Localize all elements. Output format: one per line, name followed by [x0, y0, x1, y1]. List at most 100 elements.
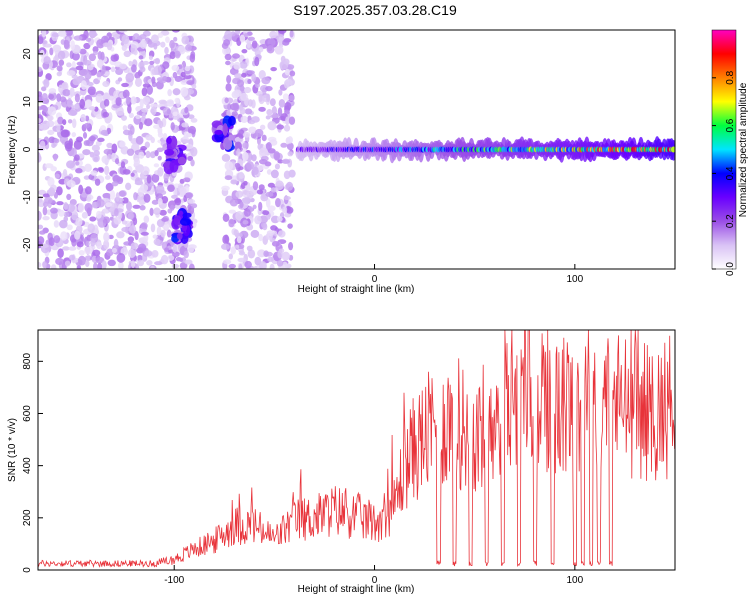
noise-blob — [246, 70, 255, 75]
noise-blob — [243, 180, 248, 186]
noise-blob — [248, 99, 253, 107]
noise-blob — [247, 78, 252, 84]
noise-blob — [267, 256, 275, 262]
noise-blob — [283, 196, 291, 201]
noise-blob — [154, 57, 161, 65]
noise-blob — [84, 202, 93, 213]
noise-blob — [266, 169, 272, 175]
noise-blob — [277, 249, 283, 259]
y-tick-label-bottom: 0 — [22, 567, 33, 573]
noise-blob — [126, 148, 135, 156]
noise-blob — [83, 175, 90, 180]
noise-blob — [190, 146, 198, 157]
noise-blob — [241, 72, 247, 78]
noise-blob — [171, 64, 180, 72]
noise-blob — [252, 166, 259, 175]
noise-blob — [139, 39, 147, 50]
noise-blob — [222, 259, 232, 265]
noise-blob — [97, 51, 103, 60]
noise-blob — [104, 175, 111, 180]
noise-blob — [121, 44, 128, 51]
noise-blob — [115, 192, 120, 202]
noise-blob — [141, 108, 149, 113]
noise-blob — [108, 234, 114, 240]
noise-blob — [278, 89, 283, 96]
noise-blob — [119, 140, 126, 148]
noise-blob — [133, 217, 138, 226]
noise-blob — [134, 77, 143, 88]
noise-blob — [285, 206, 294, 214]
burst-blob — [170, 136, 178, 149]
noise-blob — [278, 99, 286, 108]
noise-blob — [153, 238, 161, 246]
noise-blob — [47, 106, 57, 116]
noise-blob — [142, 83, 151, 88]
noise-blob — [83, 122, 90, 129]
noise-blob — [222, 213, 230, 222]
noise-blob — [105, 182, 114, 192]
burst-blob — [177, 156, 187, 165]
noise-blob — [102, 208, 109, 214]
noise-blob — [265, 198, 271, 208]
noise-blob — [149, 60, 155, 65]
noise-blob — [233, 102, 240, 112]
noise-blob — [287, 223, 293, 229]
noise-blob — [247, 249, 256, 259]
noise-blob — [83, 42, 91, 50]
noise-blob — [164, 247, 170, 252]
burst-blob — [169, 159, 179, 173]
noise-blob — [267, 121, 277, 131]
x-tick-label-bottom: 100 — [566, 575, 583, 586]
noise-blob — [106, 153, 112, 160]
noise-blob — [185, 192, 194, 199]
noise-blob — [223, 39, 231, 47]
noise-blob — [258, 201, 263, 212]
noise-blob — [150, 223, 156, 233]
noise-blob — [277, 107, 283, 117]
noise-blob — [261, 134, 267, 142]
noise-blob — [224, 97, 229, 104]
noise-blob — [265, 115, 271, 120]
noise-blob — [254, 56, 260, 67]
noise-blob — [82, 59, 92, 66]
noise-blob — [123, 50, 131, 58]
noise-blob — [248, 126, 257, 134]
noise-blob — [172, 88, 181, 96]
noise-blob — [97, 262, 103, 269]
noise-blob — [251, 116, 260, 123]
noise-blob — [130, 260, 136, 268]
noise-blob — [79, 48, 87, 55]
noise-blob — [38, 262, 42, 268]
noise-blob — [257, 249, 266, 258]
noise-blob — [225, 60, 231, 66]
noise-blob — [276, 124, 285, 130]
noise-blob — [95, 140, 102, 147]
noise-blob — [66, 70, 76, 77]
noise-blob — [189, 53, 196, 63]
noise-blob — [172, 111, 178, 117]
noise-blob — [121, 82, 129, 88]
noise-blob — [138, 121, 143, 130]
noise-blob — [153, 42, 158, 50]
colorbar-axis: 0.0 0.2 0.4 0.6 0.8 — [712, 70, 736, 276]
noise-blob — [240, 92, 248, 101]
noise-blob — [276, 259, 284, 267]
noise-blob — [165, 36, 170, 43]
burst-blob — [228, 134, 234, 141]
noise-blob — [91, 144, 100, 152]
noise-blob — [71, 52, 80, 61]
noise-blob — [76, 61, 84, 66]
noise-blob — [73, 139, 82, 150]
noise-blob — [238, 251, 246, 256]
noise-blob — [266, 93, 271, 103]
y-tick-label-bottom: 800 — [22, 353, 33, 370]
noise-blob — [139, 33, 147, 40]
noise-blob — [53, 235, 61, 244]
noise-blob — [95, 256, 105, 264]
noise-blob — [130, 242, 139, 250]
noise-blob — [74, 230, 81, 240]
noise-blob — [246, 245, 253, 252]
noise-blob — [85, 99, 93, 108]
noise-blob — [271, 106, 277, 115]
noise-blob — [135, 114, 141, 120]
